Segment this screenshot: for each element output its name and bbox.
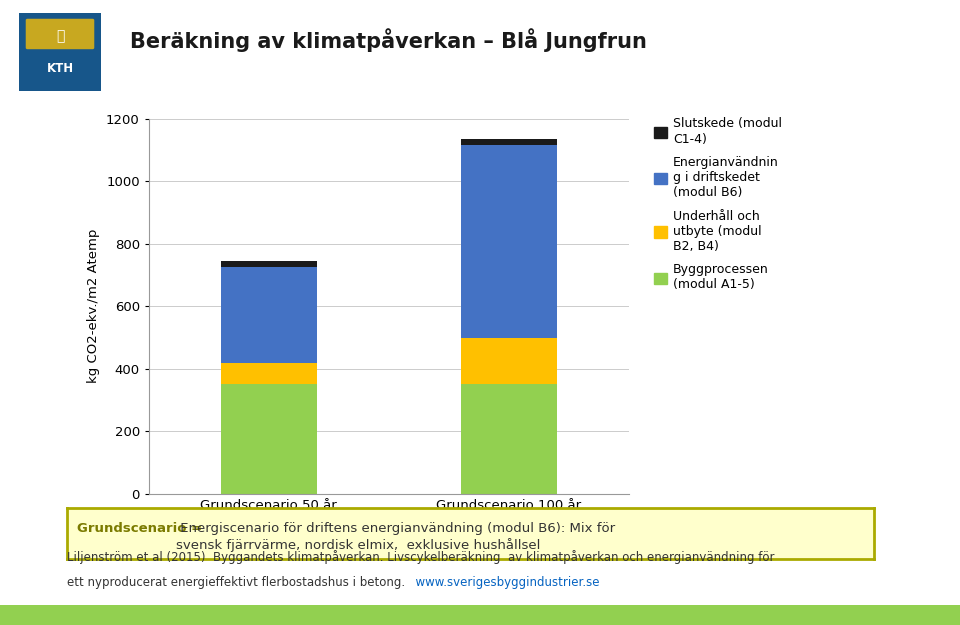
Bar [221,268,317,362]
Bar [461,338,557,384]
Text: KTH: KTH [46,62,74,75]
Legend: Slutskede (modul
C1-4), Energianvändnin
g i driftskedet
(modul B6), Underhåll oc: Slutskede (modul C1-4), Energianvändnin … [655,118,782,291]
Bar [221,261,317,268]
Bar [461,384,557,494]
Text: www.sverigesbyggindustrier.se: www.sverigesbyggindustrier.se [408,576,599,589]
Bar [221,362,317,384]
Text: Grundscenario =: Grundscenario = [77,522,202,536]
FancyBboxPatch shape [26,19,94,49]
Text: Liljenström et al (2015)  Byggandets klimatpåverkan. Livscykelberäkning  av klim: Liljenström et al (2015) Byggandets klim… [67,550,775,564]
Y-axis label: kg CO2-ekv./m2 Atemp: kg CO2-ekv./m2 Atemp [87,229,101,383]
Bar [221,384,317,494]
Text: Energiscenario för driftens energianvändning (modul B6): Mix för
svensk fjärrvär: Energiscenario för driftens energianvänd… [176,522,615,552]
Text: 👑: 👑 [56,29,64,43]
Bar [461,139,557,145]
Text: Beräkning av klimatpåverkan – Blå Jungfrun: Beräkning av klimatpåverkan – Blå Jungfr… [130,28,646,52]
Bar [461,145,557,338]
Text: ett nyproducerat energieffektivt flerbostadshus i betong.: ett nyproducerat energieffektivt flerbos… [67,576,405,589]
